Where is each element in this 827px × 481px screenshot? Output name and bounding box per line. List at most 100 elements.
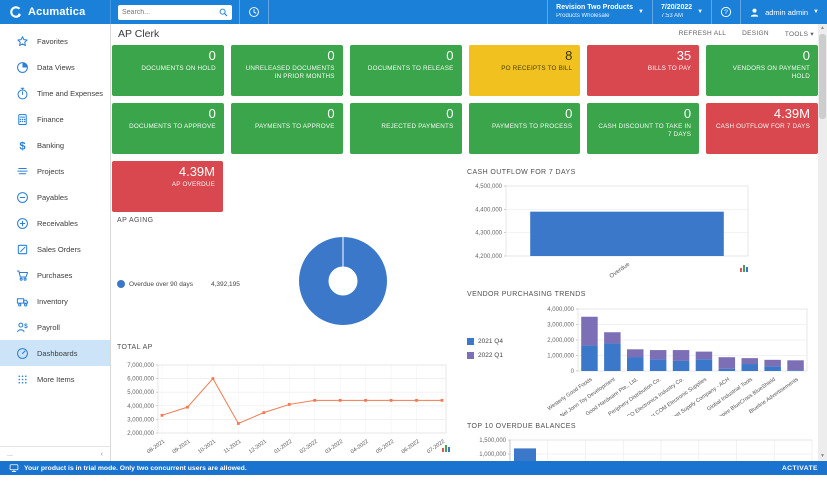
kpi-tile-documents-on-hold[interactable]: 0 DOCUMENTS ON HOLD: [112, 45, 224, 96]
kpi-tile-documents-to-approve[interactable]: 0 DOCUMENTS TO APPROVE: [112, 103, 224, 154]
grid-icon: [16, 373, 29, 386]
kpi-label: PAYMENTS TO PROCESS: [492, 122, 573, 130]
kpi-tile-documents-to-release[interactable]: 0 DOCUMENTS TO RELEASE: [349, 45, 462, 96]
sidebar-more-button[interactable]: ...: [7, 450, 13, 458]
chevron-down-icon: ▼: [697, 9, 704, 15]
top-bar: Acumatica Revision Two Products Products…: [0, 0, 827, 24]
clock-icon: [249, 7, 259, 17]
sidebar-item-favorites[interactable]: Favorites: [0, 28, 110, 54]
sidebar-collapse-button[interactable]: ‹: [100, 450, 103, 458]
sidebar-item-receivables[interactable]: Receivables: [0, 210, 110, 236]
acumatica-logo-icon: [10, 6, 22, 18]
user-menu[interactable]: admin admin ▼: [740, 0, 827, 24]
kpi-ap-overdue-slot: 4.39M AP OVERDUE: [112, 161, 223, 212]
sidebar-item-projects[interactable]: Projects: [0, 158, 110, 184]
svg-text:$: $: [19, 140, 26, 152]
kpi-value: 0: [327, 106, 335, 121]
refresh-all-button[interactable]: REFRESH ALL: [678, 30, 727, 37]
truck-icon: [16, 295, 29, 308]
scroll-down-arrow-icon[interactable]: ▼: [820, 453, 825, 459]
legend-label: Overdue over 90 days: [129, 280, 193, 288]
svg-text:02-2022: 02-2022: [299, 439, 319, 455]
search-box[interactable]: [118, 4, 232, 20]
sidebar-item-label: Data Views: [37, 62, 75, 72]
kpi-value: 0: [802, 48, 810, 63]
ap-aging-legend: Overdue over 90 days 4,392,195: [117, 280, 240, 288]
vendor-trends-legend: 2021 Q4 2022 Q1: [462, 298, 526, 421]
kpi-label: REJECTED PAYMENTS: [381, 122, 454, 130]
kpi-tile-rejected-payments[interactable]: 0 REJECTED PAYMENTS: [349, 103, 462, 154]
kpi-tile-bills-to-pay[interactable]: 35 BILLS TO PAY: [587, 45, 700, 96]
kpi-tile-vendors-on-payment-hold[interactable]: 0 VENDORS ON PAYMENT HOLD: [706, 45, 818, 96]
kpi-value: 0: [683, 106, 692, 121]
svg-text:4,500,000: 4,500,000: [475, 184, 502, 190]
sidebar-item-data-views[interactable]: Data Views: [0, 54, 110, 80]
kpi-label: AP OVERDUE: [171, 180, 215, 188]
dashboard-main: AP Clerk REFRESH ALL DESIGN TOOLS ▾ 0 DOC…: [112, 24, 818, 461]
sidebar-item-sales-orders[interactable]: Sales Orders: [0, 236, 110, 262]
kpi-value: 35: [676, 48, 692, 63]
legend-item-2022-q1: 2022 Q1: [467, 352, 526, 359]
search-input[interactable]: [122, 8, 219, 16]
dashboard-left-column: 4.39M AP OVERDUE AP AGING Overdue over 90…: [112, 161, 455, 461]
sidebar-item-label: Payables: [37, 192, 68, 202]
kpi-tile-unreleased-documents-in-prior-months[interactable]: 0 UNRELEASED DOCUMENTS IN PRIOR MONTHS: [230, 45, 343, 96]
kpi-tile-cash-discount-to-take-in-7-days[interactable]: 0 CASH DISCOUNT TO TAKE IN 7 DAYS: [587, 103, 700, 154]
kpi-label: DOCUMENTS TO APPROVE: [129, 122, 216, 130]
current-time: 7:53 AM: [660, 12, 683, 19]
sidebar-item-more-items[interactable]: More Items: [0, 366, 110, 392]
legend-swatch-icon: [467, 352, 474, 359]
cash-outflow-chart: 4,200,000 4,300,000 4,400,000 4,500,000 Over…: [462, 176, 817, 287]
kpi-label: PO RECEIPTS TO BILL: [501, 64, 573, 72]
svg-text:0: 0: [571, 369, 575, 375]
widget-title-cash-outflow: CASH OUTFLOW FOR 7 DAYS: [467, 169, 576, 176]
pie-icon: [16, 61, 29, 74]
activate-button[interactable]: ACTIVATE: [781, 464, 818, 472]
trial-mode-icon: [9, 464, 19, 472]
sidebar-item-banking[interactable]: $ Banking: [0, 132, 110, 158]
sidebar-item-time-and-expenses[interactable]: Time and Expenses: [0, 80, 110, 106]
kpi-tile-payments-to-approve[interactable]: 0 PAYMENTS TO APPROVE: [230, 103, 343, 154]
kpi-label: CASH DISCOUNT TO TAKE IN 7 DAYS: [598, 122, 692, 139]
sidebar-item-payables[interactable]: Payables: [0, 184, 110, 210]
svg-text:1,000,000: 1,000,000: [479, 452, 506, 458]
kpi-tile-cash-outflow-for-7-days[interactable]: 4.39M CASH OUTFLOW FOR 7 DAYS: [706, 103, 818, 154]
dashboard-columns: 4.39M AP OVERDUE AP AGING Overdue over 90…: [112, 161, 818, 461]
kpi-value: 8: [565, 48, 573, 63]
svg-text:4,300,000: 4,300,000: [475, 231, 502, 237]
scrollbar-thumb[interactable]: [819, 34, 826, 119]
sidebar-item-inventory[interactable]: Inventory: [0, 288, 110, 314]
design-button[interactable]: DESIGN: [742, 30, 769, 37]
sidebar-item-dashboards[interactable]: Dashboards: [0, 340, 110, 366]
legend-dot-icon: [117, 280, 125, 288]
kpi-tile-payments-to-process[interactable]: 0 PAYMENTS TO PROCESS: [468, 103, 581, 154]
acumatica-logo[interactable]: Acumatica: [0, 0, 111, 24]
kpi-tile-po-receipts-to-bill[interactable]: 8 PO RECEIPTS TO BILL: [468, 45, 581, 96]
legend-item-2021-q4: 2021 Q4: [467, 338, 526, 345]
business-date-button[interactable]: [239, 0, 269, 24]
help-button[interactable]: ?: [711, 0, 740, 24]
sidebar-nav: Favorites Data Views Time and Expenses Fina…: [0, 24, 111, 461]
sidebar-item-finance[interactable]: Finance: [0, 106, 110, 132]
svg-text:01-2022: 01-2022: [273, 439, 293, 455]
kpi-value: 0: [208, 106, 216, 121]
trial-mode-bar: Your product is in trial mode. Only two …: [0, 461, 827, 475]
sidebar-item-label: Purchases: [37, 270, 73, 280]
tools-button[interactable]: TOOLS ▾: [784, 30, 814, 38]
sidebar-item-purchases[interactable]: Purchases: [0, 262, 110, 288]
sidebar-item-label: Sales Orders: [37, 244, 81, 254]
sidebar-item-label: Receivables: [37, 218, 78, 228]
svg-text:08-2021: 08-2021: [146, 439, 166, 455]
vertical-scrollbar[interactable]: ▲ ▼: [818, 24, 827, 461]
company-branch-selector[interactable]: Revision Two Products Products Wholesale…: [547, 0, 652, 24]
kpi-tile-ap-overdue[interactable]: 4.39M AP OVERDUE: [112, 161, 223, 212]
kpi-row-2: 0 DOCUMENTS TO APPROVE 0 PAYMENTS TO APPROV…: [112, 103, 818, 154]
kpi-value: 4.39M: [773, 106, 810, 121]
scroll-up-arrow-icon[interactable]: ▲: [820, 25, 825, 31]
payroll-icon: $: [16, 321, 29, 334]
sidebar-item-payroll[interactable]: $ Payroll: [0, 314, 110, 340]
stopwatch-icon: [16, 87, 29, 100]
sidebar-item-label: Finance: [37, 114, 64, 124]
business-date-selector[interactable]: 7/20/2022 7:53 AM ▼: [651, 0, 711, 24]
search-icon[interactable]: [219, 8, 228, 17]
